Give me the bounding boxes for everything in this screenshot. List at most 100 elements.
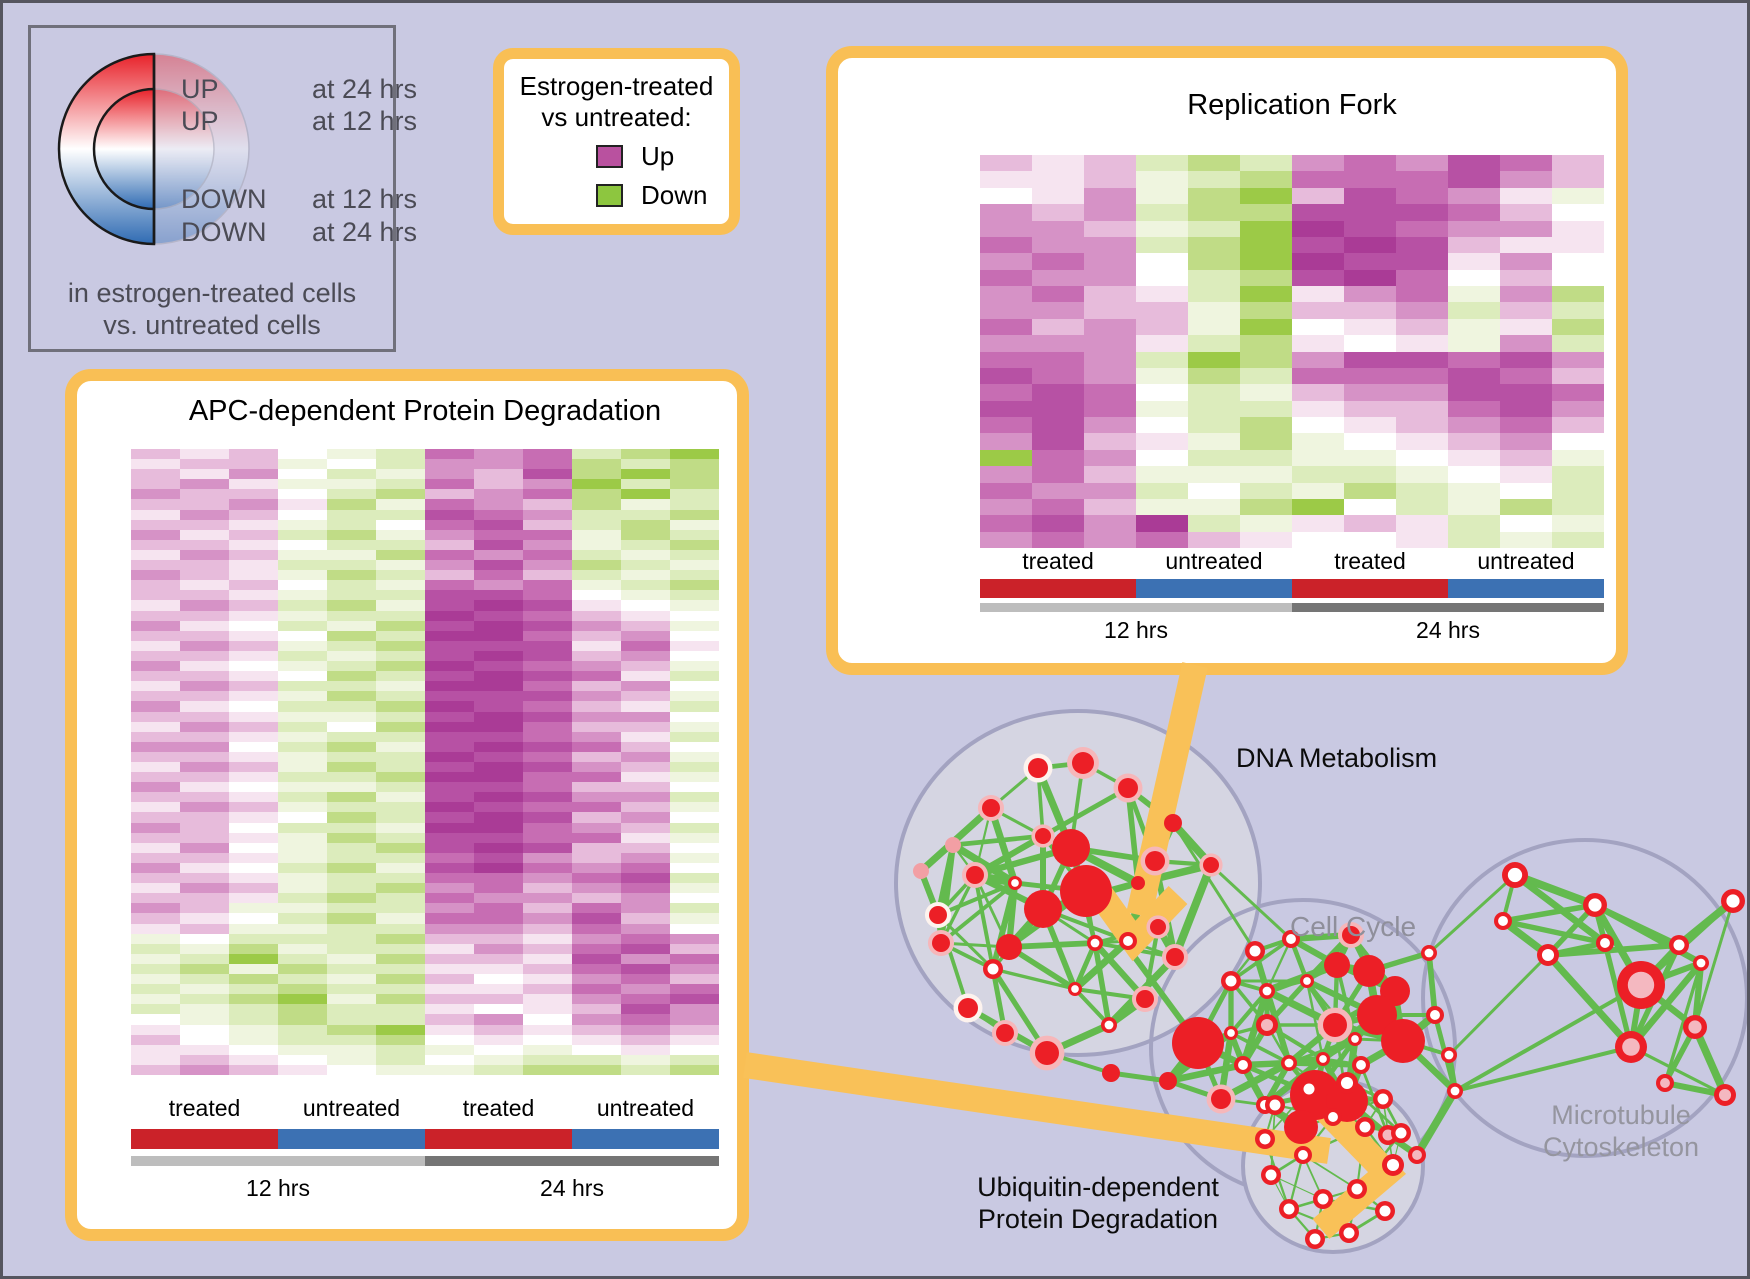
- condition-bar: [572, 1129, 719, 1149]
- heatmap-cell: [980, 433, 1032, 450]
- heatmap-cell: [327, 923, 376, 934]
- network-edge: [1305, 978, 1379, 1018]
- heatmap-cell: [1552, 302, 1604, 319]
- heatmap-cell: [229, 1024, 278, 1035]
- heatmap-cell: [980, 515, 1032, 532]
- heatmap-cell: [670, 489, 719, 500]
- heatmap-cell: [376, 933, 425, 944]
- network-edge: [1229, 989, 1269, 1035]
- heatmap-cell: [572, 509, 621, 520]
- heatmap-cell: [474, 1004, 523, 1015]
- heatmap-cell: [1084, 253, 1136, 270]
- heatmap-cell: [131, 640, 180, 651]
- heatmap-cell: [229, 862, 278, 874]
- heatmap-cell: [1292, 367, 1344, 385]
- heatmap-cell: [327, 590, 376, 601]
- heatmap-cell: [523, 903, 572, 914]
- network-edge: [1155, 925, 1178, 959]
- heatmap-cell: [1188, 515, 1240, 532]
- network-edge: [990, 968, 1008, 1034]
- heatmap-cell: [1292, 417, 1344, 434]
- network-node-center: [1412, 1150, 1422, 1160]
- heatmap-cell: [180, 479, 229, 490]
- network-node-center: [1444, 1050, 1454, 1060]
- network-edge: [938, 844, 956, 944]
- network-edge: [1287, 1154, 1305, 1210]
- heatmap-cell: [670, 994, 719, 1005]
- time-bar: [1292, 603, 1604, 612]
- heatmap-cell: [327, 1044, 376, 1055]
- heatmap-cell: [474, 741, 523, 752]
- network-node: [1060, 865, 1112, 917]
- heatmap-cell: [425, 630, 474, 641]
- heatmap-cell: [1084, 318, 1136, 336]
- heatmap-cell: [180, 862, 229, 874]
- heatmap-cell: [621, 842, 670, 853]
- heatmap-cell: [670, 661, 719, 672]
- network-bridge-edge: [1195, 979, 1234, 1045]
- network-node: [1145, 851, 1165, 871]
- heatmap-cell: [523, 560, 572, 571]
- heatmap-cell: [229, 984, 278, 995]
- heatmap-cell: [425, 1054, 474, 1065]
- heatmap-cell: [327, 499, 376, 510]
- heatmap-cell: [1292, 335, 1344, 352]
- network-edge: [1663, 962, 1703, 1084]
- heatmap-cell: [1448, 236, 1500, 254]
- heatmap-cell: [1240, 384, 1292, 401]
- heatmap-cell: [229, 994, 278, 1005]
- network-edge: [1639, 982, 1697, 1030]
- heatmap-cell: [1396, 318, 1448, 336]
- heatmap-cell: [229, 711, 278, 722]
- network-node-halo: [961, 861, 989, 889]
- heatmap-cell: [1032, 449, 1084, 467]
- network-edge: [1354, 1037, 1404, 1043]
- network-edge: [1547, 940, 1606, 958]
- network-edge: [974, 844, 1072, 879]
- heatmap-cell: [327, 883, 376, 894]
- network-edge: [1042, 834, 1072, 850]
- network-edge: [1040, 846, 1074, 911]
- heatmap-cell: [327, 751, 376, 762]
- heatmap-cell: [1344, 531, 1396, 548]
- heatmap-cell: [670, 449, 719, 460]
- heatmap-cell: [229, 903, 278, 914]
- heatmap-cell: [278, 842, 327, 853]
- heatmap-cell: [1188, 318, 1240, 336]
- heatmap-cell: [278, 812, 327, 823]
- network-edge: [1240, 1023, 1270, 1067]
- heatmap-cell: [131, 1034, 180, 1045]
- heatmap-cell: [670, 792, 719, 803]
- network-edge: [1333, 1023, 1363, 1067]
- heatmap-cell: [670, 1014, 719, 1025]
- network-edge: [1036, 767, 1045, 837]
- network-edge: [1332, 969, 1372, 1027]
- heatmap-cell: [1084, 482, 1136, 499]
- heatmap-cell: [1396, 515, 1448, 532]
- heatmap-cell: [278, 792, 327, 803]
- network-edge: [1125, 859, 1158, 943]
- heatmap-cell: [425, 1004, 474, 1015]
- network-node-ring: [1408, 1146, 1426, 1164]
- heatmap-cell: [670, 923, 719, 934]
- network-edge: [1154, 858, 1212, 868]
- heatmap-cell: [572, 994, 621, 1005]
- heatmap-cell: [1084, 531, 1136, 548]
- heatmap-cell: [1240, 417, 1292, 434]
- network-edge: [1302, 1116, 1334, 1156]
- heatmap-cell: [376, 822, 425, 833]
- heatmap-cell: [1448, 384, 1500, 401]
- heatmap-cell: [1344, 253, 1396, 270]
- network-node-ring: [1502, 862, 1528, 888]
- network-edge: [1230, 1031, 1290, 1065]
- network-node-center: [1298, 1150, 1308, 1160]
- heatmap-cell: [474, 620, 523, 631]
- network-edge: [951, 841, 1017, 887]
- heatmap-cell: [670, 741, 719, 752]
- network-node-center: [1430, 1010, 1440, 1020]
- heatmap-cell: [1344, 155, 1396, 172]
- heatmap-cell: [1448, 204, 1500, 221]
- network-node-center: [1317, 1193, 1329, 1205]
- heatmap-cell: [1396, 466, 1448, 483]
- heatmap-cell: [229, 671, 278, 682]
